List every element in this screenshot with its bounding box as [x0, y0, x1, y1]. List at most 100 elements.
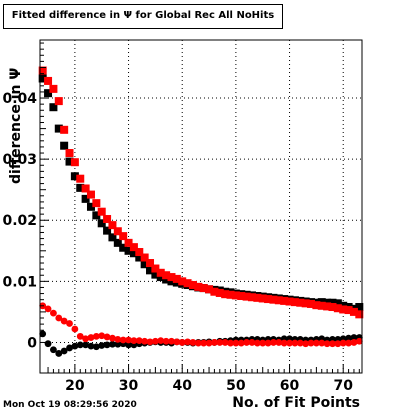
- data-point-circle: [71, 325, 79, 333]
- x-tick-label: 50: [226, 378, 246, 394]
- data-point-circle: [259, 339, 267, 347]
- data-point-square: [103, 215, 112, 224]
- data-point-circle: [329, 340, 336, 348]
- data-point-circle: [302, 340, 310, 348]
- data-point-circle: [55, 350, 63, 357]
- data-point-square: [151, 270, 160, 279]
- data-point-circle: [66, 320, 73, 327]
- data-point-circle: [87, 342, 95, 350]
- x-tick-label: 30: [119, 378, 139, 394]
- data-point-square: [92, 199, 101, 208]
- data-point-square: [54, 124, 63, 133]
- data-point-square: [65, 157, 74, 166]
- data-point-circle: [98, 342, 106, 349]
- data-point-square: [328, 298, 337, 307]
- data-point-square: [135, 253, 144, 262]
- data-point-square: [231, 291, 240, 300]
- data-point-square: [86, 190, 95, 199]
- chart-title: Fitted difference in Ψ for Global Rec Al…: [11, 10, 275, 21]
- data-point-circle: [205, 339, 213, 347]
- data-point-circle: [50, 309, 57, 317]
- data-point-square: [81, 184, 90, 193]
- data-point-square: [54, 97, 63, 106]
- data-point-square: [285, 297, 294, 306]
- data-point-square: [242, 292, 251, 301]
- data-point-circle: [141, 337, 149, 345]
- data-point-circle: [44, 340, 52, 348]
- x-tick-label: 60: [280, 378, 300, 394]
- data-point-circle: [55, 314, 63, 322]
- data-point-square: [113, 227, 122, 236]
- data-point-square: [44, 89, 53, 98]
- data-point-circle: [270, 339, 277, 346]
- data-point-circle: [350, 339, 358, 346]
- y-axis-label: difference in Ψ: [8, 67, 24, 184]
- data-point-square: [140, 260, 149, 269]
- data-point-square: [65, 149, 74, 158]
- data-point-circle: [135, 337, 143, 345]
- data-point-square: [317, 301, 326, 310]
- x-tick-label: 20: [65, 378, 85, 394]
- data-point-square: [226, 290, 235, 299]
- data-point-square: [333, 299, 342, 308]
- data-point-circle: [76, 332, 84, 340]
- data-point-square: [183, 279, 192, 288]
- tick-labels: 20 30 40 50 60 70 0 0.01 0.02 0.03 0.04: [2, 91, 353, 394]
- data-point-circle: [253, 339, 261, 347]
- data-point-circle: [189, 339, 197, 346]
- data-point-square: [146, 266, 155, 275]
- data-point-square: [140, 253, 149, 262]
- data-point-square: [344, 306, 353, 315]
- data-point-circle: [194, 339, 202, 347]
- data-point-square: [129, 243, 138, 252]
- data-point-square: [162, 275, 171, 284]
- data-point-circle: [221, 339, 229, 346]
- data-point-circle: [114, 335, 122, 343]
- data-point-square: [70, 158, 79, 167]
- data-point-circle: [98, 332, 106, 340]
- data-point-circle: [125, 341, 132, 349]
- data-point-square: [97, 207, 106, 216]
- data-point-circle: [200, 339, 208, 347]
- data-point-square: [333, 304, 342, 313]
- data-point-circle: [114, 340, 122, 348]
- data-point-square: [264, 295, 273, 304]
- data-point-circle: [312, 339, 320, 347]
- data-point-circle: [243, 339, 251, 346]
- data-point-circle: [109, 340, 116, 348]
- chart-title-box: Fitted difference in Ψ for Global Rec Al…: [3, 4, 283, 29]
- data-point-square: [124, 246, 133, 255]
- data-points: [38, 66, 364, 357]
- data-point-square: [38, 74, 47, 83]
- data-point-square: [258, 294, 267, 303]
- data-point-circle: [92, 343, 100, 351]
- y-tick-label: 0.03: [2, 152, 37, 168]
- data-point-square: [167, 273, 176, 282]
- data-point-circle: [345, 334, 352, 342]
- timestamp: Mon Oct 19 08:29:56 2020: [3, 400, 137, 410]
- data-point-square: [162, 271, 171, 280]
- data-point-square: [328, 303, 337, 312]
- data-point-circle: [291, 339, 299, 347]
- data-point-square: [49, 103, 58, 112]
- data-point-square: [103, 226, 112, 235]
- data-point-square: [44, 76, 53, 85]
- data-point-circle: [151, 337, 159, 345]
- x-tick-label: 40: [172, 378, 192, 394]
- data-point-circle: [275, 339, 283, 346]
- data-point-square: [221, 290, 230, 299]
- data-point-square: [156, 268, 165, 277]
- y-tick-label: 0: [27, 335, 37, 351]
- plot-frame: [39, 39, 363, 374]
- data-point-circle: [82, 341, 90, 349]
- data-point-circle: [162, 337, 170, 345]
- data-point-circle: [60, 317, 68, 325]
- data-point-square: [92, 211, 101, 220]
- data-point-square: [188, 281, 197, 290]
- data-point-circle: [286, 339, 293, 347]
- data-point-circle: [157, 337, 165, 345]
- y-tick-label: 0.04: [2, 91, 37, 107]
- data-point-square: [38, 66, 47, 75]
- y-tick-label: 0.01: [2, 274, 37, 290]
